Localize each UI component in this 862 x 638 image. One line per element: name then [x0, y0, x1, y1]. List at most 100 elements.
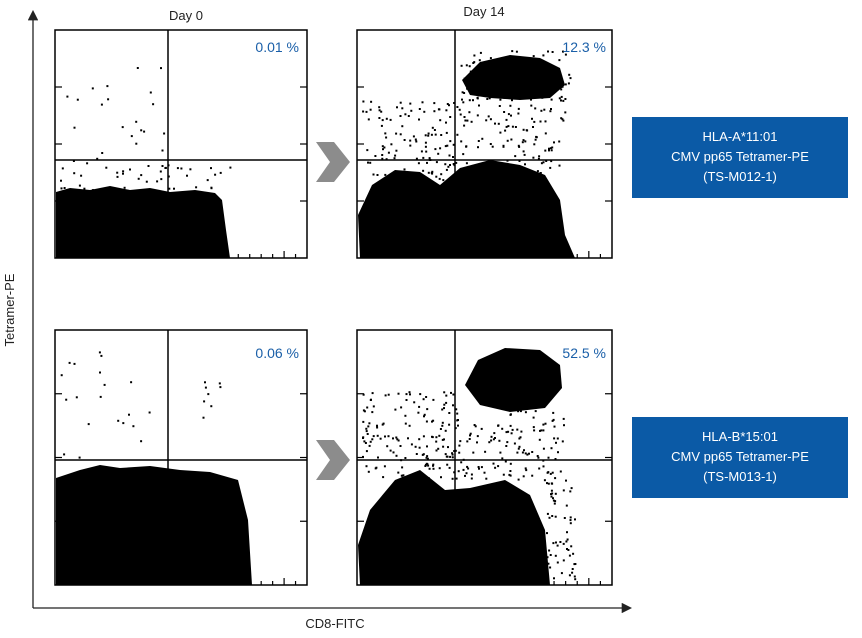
dot: [511, 50, 514, 53]
dot: [506, 139, 509, 142]
dot: [410, 443, 413, 446]
dot: [409, 102, 412, 105]
dot: [189, 168, 192, 171]
dot: [445, 121, 447, 124]
dot: [467, 467, 470, 470]
dot: [488, 97, 491, 100]
dot: [466, 87, 469, 90]
dot: [522, 128, 525, 131]
ticks: [55, 86, 612, 585]
dot: [404, 113, 407, 116]
dot: [399, 445, 402, 447]
label-line: CMV pp65 Tetramer-PE: [671, 449, 809, 464]
dot: [425, 420, 428, 423]
dot: [484, 450, 487, 453]
dot: [444, 145, 447, 148]
dot: [434, 148, 437, 151]
dot: [509, 474, 512, 477]
dot: [511, 125, 514, 128]
dot: [532, 426, 535, 429]
dot: [80, 174, 83, 177]
dot: [550, 160, 553, 163]
dot: [544, 120, 547, 123]
dot: [418, 438, 421, 441]
dot: [382, 422, 385, 425]
dot: [418, 405, 421, 408]
dot: [452, 163, 455, 165]
dot: [503, 96, 506, 99]
scatter-dots: [60, 50, 577, 581]
dot: [498, 439, 501, 442]
dot: [422, 398, 425, 401]
dot: [543, 108, 546, 111]
dot: [476, 114, 479, 117]
dot: [366, 149, 369, 152]
dot: [444, 429, 447, 432]
dot: [452, 178, 455, 180]
dot: [380, 124, 383, 127]
dot: [415, 140, 418, 143]
dot: [551, 515, 554, 517]
dot: [468, 65, 471, 68]
cloud: [462, 55, 565, 100]
dot: [518, 145, 521, 148]
dot: [432, 464, 434, 467]
dot: [431, 172, 434, 175]
dot: [554, 477, 557, 480]
dot: [567, 82, 570, 85]
dot: [548, 149, 550, 152]
dot: [562, 119, 565, 122]
dot: [486, 62, 489, 65]
dot: [500, 85, 502, 87]
dot: [510, 432, 513, 435]
dot: [473, 424, 476, 426]
dot: [363, 410, 366, 413]
dot: [439, 428, 442, 430]
dot: [380, 110, 383, 113]
dot: [489, 143, 492, 145]
dot: [66, 95, 69, 98]
dot: [65, 398, 68, 401]
dot: [522, 475, 525, 478]
dot: [214, 173, 217, 176]
dot: [566, 548, 568, 550]
dot: [420, 150, 423, 153]
dot: [449, 164, 451, 166]
dot: [135, 142, 138, 145]
dot: [554, 458, 557, 460]
dot: [536, 80, 539, 83]
dot: [530, 98, 532, 101]
dot: [547, 562, 550, 565]
dot: [550, 447, 553, 450]
dot: [494, 122, 496, 125]
dot: [539, 172, 542, 174]
dot: [547, 482, 550, 485]
dot: [446, 463, 449, 466]
dot: [440, 173, 443, 176]
dot: [517, 144, 520, 147]
dot: [451, 456, 454, 459]
dot: [368, 444, 371, 447]
dot: [560, 117, 563, 120]
dot: [564, 111, 567, 114]
dot: [542, 423, 545, 426]
dot: [403, 139, 406, 141]
dot: [156, 180, 159, 183]
dot: [477, 466, 480, 468]
dot: [401, 107, 404, 110]
dot: [440, 134, 443, 136]
dot: [130, 135, 133, 138]
dot: [554, 515, 557, 518]
dot: [63, 453, 66, 456]
dot: [161, 165, 164, 167]
dot: [371, 411, 374, 414]
dot: [409, 144, 412, 147]
dot: [381, 154, 384, 156]
dot: [562, 489, 565, 492]
dot: [504, 81, 507, 84]
dot: [207, 393, 210, 396]
dot: [443, 403, 446, 406]
dot: [105, 166, 108, 169]
dot: [438, 177, 441, 180]
dot: [541, 96, 544, 99]
